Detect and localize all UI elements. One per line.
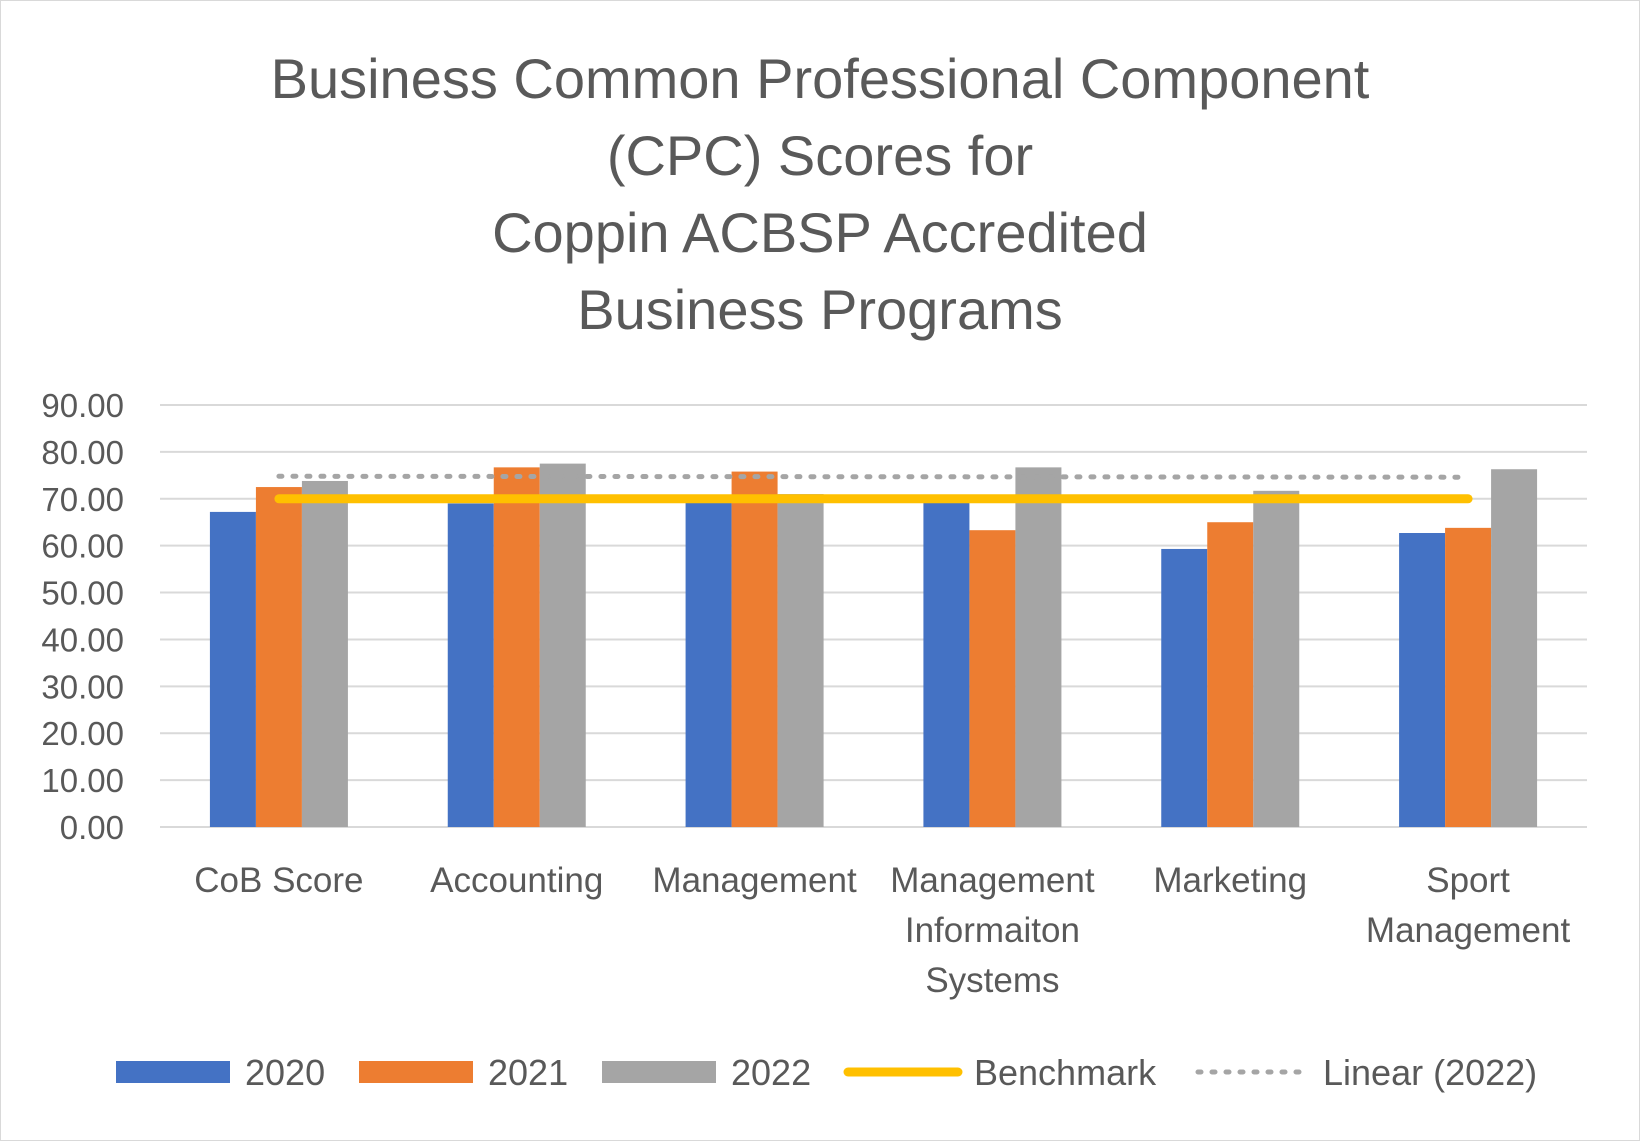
x-category-label: Management: [890, 861, 1095, 900]
bar-2022: [1015, 467, 1062, 827]
x-category-label: Accounting: [430, 861, 603, 900]
x-axis-categories: CoB Score Accounting Management Management I…: [194, 861, 1570, 1000]
legend-swatch-2021: [359, 1061, 473, 1083]
bar-2020: [1161, 548, 1208, 827]
bars: [209, 463, 1538, 827]
bar-2020: [685, 501, 732, 827]
legend: 2020 2021 2022 Benchmark Linear (2022): [116, 1052, 1537, 1093]
bar-2020: [923, 501, 970, 827]
y-tick-label: 80.00: [41, 434, 124, 471]
bar-2020: [1399, 533, 1446, 827]
y-tick-label: 0.00: [60, 809, 124, 846]
chart-title-line: Coppin ACBSP Accredited: [492, 201, 1148, 264]
x-category-label: Sport: [1426, 861, 1510, 900]
x-category-label: Systems: [925, 961, 1059, 1000]
y-tick-label: 40.00: [41, 621, 124, 658]
legend-label: 2021: [488, 1052, 568, 1093]
y-tick-label: 90.00: [41, 387, 124, 424]
bar-2022: [777, 494, 824, 827]
bar-2022: [1253, 490, 1300, 827]
legend-label: Linear (2022): [1323, 1052, 1537, 1093]
y-tick-label: 20.00: [41, 715, 124, 752]
bar-2022: [1491, 469, 1538, 827]
bar-2022: [539, 463, 586, 827]
gridlines: [160, 404, 1587, 828]
bar-2021: [1445, 527, 1492, 827]
bar-2021: [1207, 522, 1254, 827]
y-axis-ticks: 0.00 10.00 20.00 30.00 40.00 50.00 60.00 70.00 8…: [41, 387, 124, 846]
x-category-label: Management: [1366, 911, 1571, 950]
x-category-label: Marketing: [1153, 861, 1307, 900]
bar-2020: [209, 511, 256, 827]
chart-title: Business Common Professional Component (…: [0, 40, 1640, 348]
bar-2021: [493, 467, 540, 827]
chart-title-line: (CPC) Scores for: [606, 124, 1034, 187]
bar-2020: [447, 503, 494, 827]
legend-label: 2020: [245, 1052, 325, 1093]
bar-2021: [255, 487, 302, 827]
y-tick-label: 70.00: [41, 481, 124, 518]
y-tick-label: 30.00: [41, 668, 124, 705]
bar-2022: [301, 480, 348, 827]
x-category-label: Management: [652, 861, 857, 900]
legend-swatch-2020: [116, 1061, 230, 1083]
y-tick-label: 10.00: [41, 762, 124, 799]
bar-2021: [731, 471, 778, 827]
reference-lines: [274, 473, 1473, 504]
chart-title-line: Business Programs: [577, 278, 1063, 341]
x-category-label: CoB Score: [194, 861, 363, 900]
x-category-label: Informaiton: [905, 911, 1080, 950]
y-tick-label: 60.00: [41, 528, 124, 565]
legend-label: Benchmark: [974, 1052, 1157, 1093]
bar-2021: [969, 530, 1016, 827]
chart-title-line: Business Common Professional Component: [270, 47, 1370, 110]
y-tick-label: 50.00: [41, 575, 124, 612]
trendline-linear-2022: [276, 473, 1471, 480]
legend-label: 2022: [731, 1052, 811, 1093]
legend-swatch-2022: [602, 1061, 716, 1083]
